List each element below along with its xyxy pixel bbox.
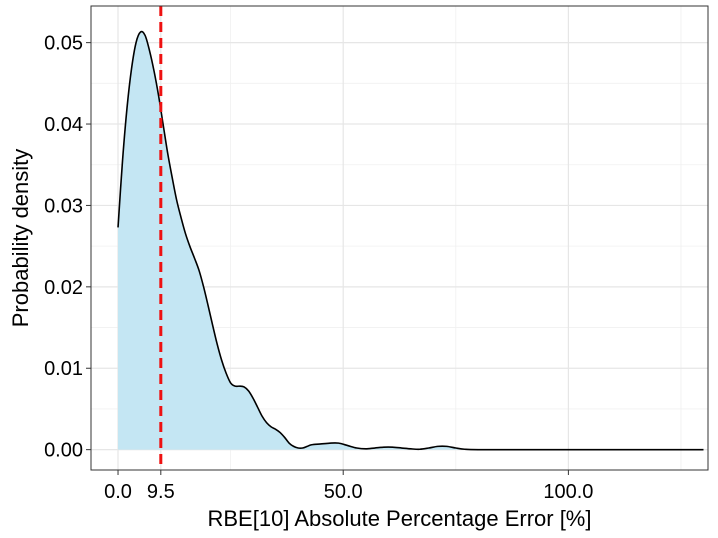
- y-tick-label: 0.01: [44, 358, 83, 380]
- density-line: [117, 30, 704, 451]
- x-tick-label: 0.0: [104, 481, 132, 503]
- x-tick-label: 9.5: [147, 481, 175, 503]
- plot-panel-border: [90, 5, 709, 471]
- density-series: [117, 30, 704, 451]
- density-area: [118, 31, 704, 450]
- y-tick-label: 0.00: [44, 440, 83, 462]
- x-axis-ticks: 0.0 9.5 50.0 100.0: [104, 470, 593, 503]
- y-tick-label: 0.05: [44, 33, 83, 55]
- x-axis-title: RBE[10] Absolute Percentage Error [%]: [208, 506, 592, 531]
- y-tick-label: 0.04: [44, 114, 83, 136]
- x-tick-label: 100.0: [543, 481, 593, 503]
- x-tick-label: 50.0: [324, 481, 363, 503]
- y-tick-label: 0.03: [44, 195, 83, 217]
- y-tick-label: 0.02: [44, 277, 83, 299]
- y-axis-title: Probability density: [8, 149, 33, 328]
- y-axis-ticks: 0.00 0.01 0.02 0.03 0.04 0.05: [44, 33, 91, 462]
